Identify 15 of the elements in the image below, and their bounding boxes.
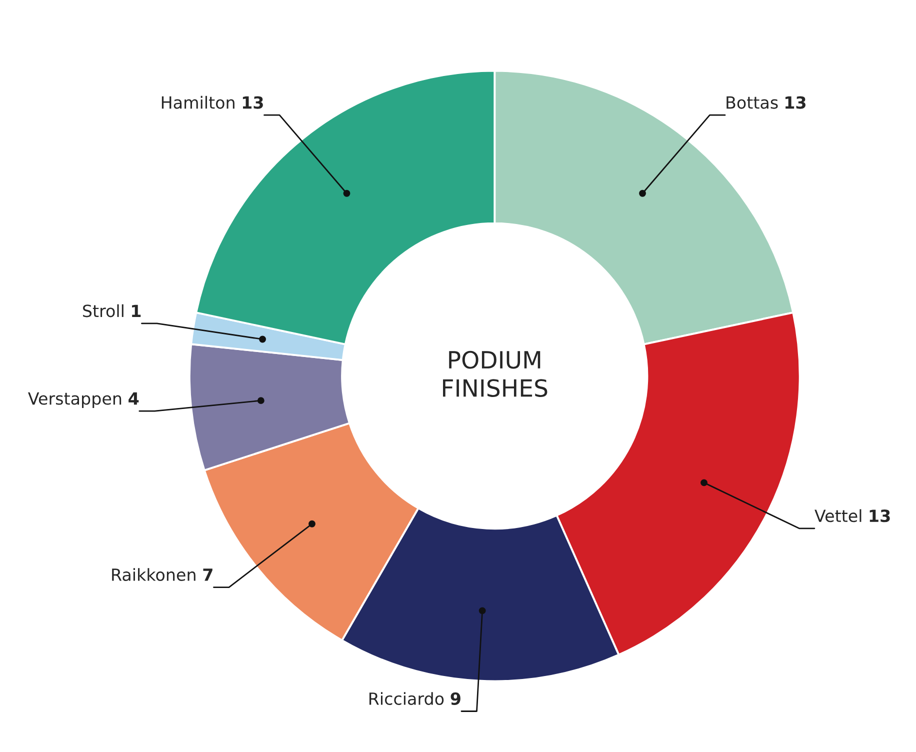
slice-label: Hamilton: [162, 96, 234, 109]
slice-label: Bottas: [726, 96, 778, 109]
data-label: 13: [786, 96, 806, 109]
slice-label: Verstappen: [28, 392, 122, 408]
data-label: 13: [242, 96, 263, 109]
slice-label: Raikkonen: [112, 568, 196, 581]
data-label: 9: [450, 692, 460, 705]
data-label: 7: [203, 568, 212, 581]
slice-label: Stroll: [83, 304, 124, 318]
data-label: 1: [132, 304, 141, 317]
data-label: 13: [870, 510, 890, 522]
data-label: 4: [128, 392, 139, 405]
slice-label: Ricciardo: [369, 692, 444, 705]
slice-label: Vettel: [814, 509, 862, 522]
text: PODIUM FINISHES: [443, 350, 548, 397]
